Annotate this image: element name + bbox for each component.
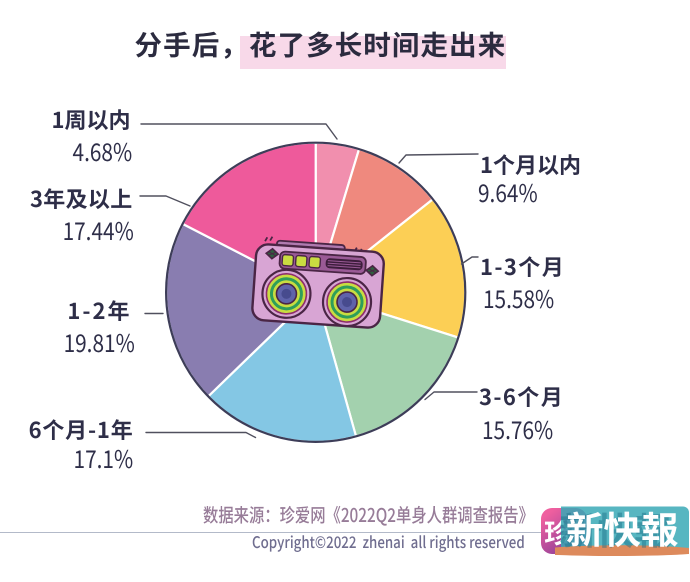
svg-text:新快報: 新快報 xyxy=(559,501,672,556)
svg-text:新快報: 新快報 xyxy=(566,500,679,555)
